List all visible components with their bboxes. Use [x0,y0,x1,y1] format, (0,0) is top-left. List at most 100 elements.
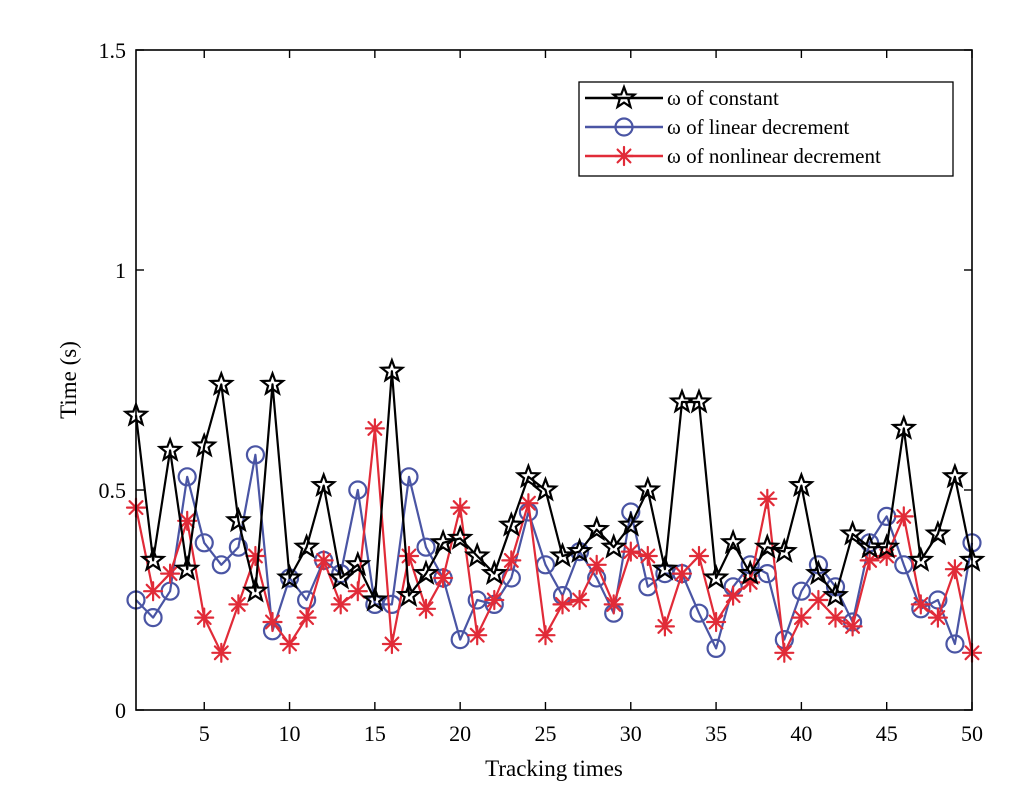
legend-marker-1 [614,117,634,137]
x-tick-label-10: 10 [279,721,301,746]
data-point-1-34 [689,603,709,623]
data-point-2-33 [671,563,693,584]
data-point-2-4 [177,510,198,531]
data-point-0-3 [156,436,184,462]
data-point-2-38 [757,488,778,509]
data-point-0-10 [276,563,304,590]
data-point-2-34 [688,545,710,567]
legend-entry-0: ω of constant [585,83,779,110]
data-point-0-19 [429,528,457,555]
data-point-0-17 [395,581,423,608]
data-point-2-42 [825,607,846,628]
data-point-0-12 [310,471,338,498]
y-tick-label-0.5: 0.5 [99,478,127,503]
data-point-0-16 [378,357,406,383]
data-point-2-37 [740,572,761,593]
data-point-2-3 [160,563,181,584]
x-tick-label-50: 50 [961,721,983,746]
data-point-0-25 [531,475,559,502]
data-point-2-24 [518,493,539,514]
y-axis-label: Time (s) [56,341,81,419]
data-point-2-30 [620,541,641,562]
data-point-1-20 [450,629,470,650]
data-point-2-8 [245,545,266,567]
data-point-2-9 [262,611,283,633]
y-tick-label-1: 1 [115,258,126,283]
data-point-2-40 [791,607,812,628]
data-point-2-23 [501,550,522,571]
data-point-2-2 [143,581,164,602]
data-point-0-31 [634,475,662,502]
data-point-0-47 [907,546,935,572]
y-tick-label-0: 0 [115,698,126,723]
data-point-0-43 [839,519,867,546]
x-tick-label-30: 30 [620,721,642,746]
data-point-0-46 [890,414,918,440]
legend-label-2: ω of nonlinear decrement [667,144,881,168]
data-point-2-21 [467,625,488,646]
data-point-0-18 [412,559,440,586]
data-point-2-5 [194,607,215,628]
legend-marker-0 [610,83,638,110]
data-point-2-28 [586,554,607,575]
x-tick-label-15: 15 [364,721,386,746]
tick-layer: 5 10 15 20 25 30 35 40 45 50 0 0.5 1 1.5 [99,38,984,746]
data-point-0-20 [446,524,474,550]
data-point-1-14 [348,480,368,500]
legend-marker-2 [613,145,635,167]
x-tick-label-40: 40 [790,721,812,746]
data-point-0-29 [600,533,628,559]
data-point-2-6 [211,642,232,663]
data-point-2-25 [535,625,556,646]
legend-label-1: ω of linear decrement [667,115,849,139]
data-point-1-40 [791,581,811,601]
data-point-2-46 [893,506,914,527]
data-point-1-2 [143,607,163,628]
data-point-2-19 [433,567,454,589]
data-point-2-22 [484,589,505,611]
data-point-0-28 [583,515,611,542]
data-point-1-35 [706,638,726,659]
data-point-2-43 [842,616,863,637]
data-point-0-39 [770,537,798,564]
data-point-0-24 [514,462,542,489]
legend: ω of constant ω of linear decrement ω of n… [578,81,954,177]
data-point-0-11 [293,533,321,559]
data-point-2-20 [450,497,471,518]
data-point-2-45 [876,545,897,567]
data-point-2-44 [859,550,880,571]
data-point-0-41 [804,559,832,586]
data-point-0-15 [361,585,389,612]
data-point-2-26 [552,594,573,615]
data-point-1-4 [177,467,197,487]
data-point-2-10 [279,633,300,655]
data-point-1-6 [211,555,231,575]
data-point-2-39 [774,642,795,663]
x-tick-label-45: 45 [876,721,898,746]
data-point-2-48 [927,607,948,628]
data-point-0-36 [719,528,747,555]
data-point-0-40 [787,471,815,498]
data-point-1-18 [416,537,436,557]
data-point-0-23 [497,511,525,537]
data-point-0-7 [224,506,252,533]
data-point-2-16 [381,633,402,655]
data-point-2-32 [654,616,675,637]
data-point-0-48 [924,519,952,546]
data-point-0-34 [685,387,713,414]
data-point-0-22 [480,559,508,586]
data-point-2-13 [330,594,351,615]
data-point-0-26 [549,541,577,568]
data-point-1-8 [245,445,266,465]
data-point-2-11 [296,607,317,628]
legend-label-0: ω of constant [667,86,779,110]
data-point-0-37 [736,559,764,586]
data-point-0-42 [821,581,850,608]
data-point-1-30 [621,502,641,522]
data-point-2-7 [228,594,249,615]
legend-entry-2: ω of nonlinear decrement [585,144,881,168]
x-tick-label-35: 35 [705,721,727,746]
data-point-2-35 [706,611,727,633]
data-point-0-27 [566,537,594,564]
